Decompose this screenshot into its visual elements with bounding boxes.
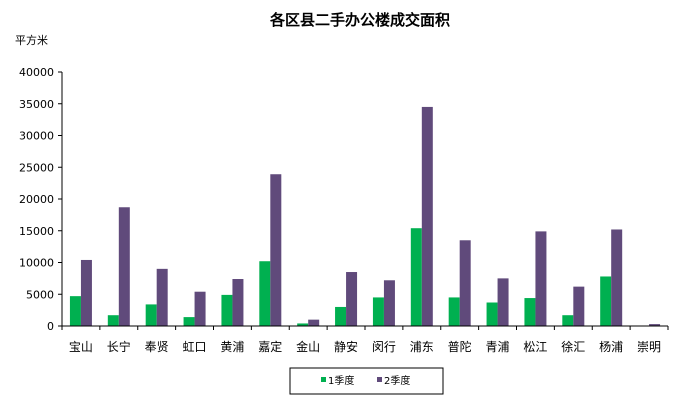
- legend-swatch-1: [321, 377, 326, 382]
- bar-1-4: [221, 294, 233, 326]
- y-tick-label: 40000: [19, 66, 54, 79]
- legend: 1季度 2季度: [289, 367, 444, 395]
- bar-2-4: [232, 279, 244, 326]
- y-tick-label: 25000: [19, 161, 54, 174]
- x-tick-label: 杨浦: [599, 339, 623, 354]
- legend-label-1: 1季度: [328, 374, 354, 387]
- y-tick-label: 5000: [26, 288, 54, 301]
- x-tick-label: 宝山: [69, 340, 93, 354]
- x-tick-label: 黄浦: [220, 340, 244, 354]
- bar-1-11: [486, 302, 498, 326]
- legend-box: [289, 367, 444, 395]
- bar-1-2: [145, 304, 157, 326]
- bar-1-13: [562, 315, 574, 326]
- x-tick-label: 松江: [523, 340, 547, 354]
- x-tick-label: 嘉定: [258, 339, 282, 354]
- bar-2-3: [194, 291, 206, 326]
- bar-2-12: [535, 231, 547, 326]
- chart-title: 各区县二手办公楼成交面积: [269, 11, 450, 29]
- bar-1-6: [297, 323, 309, 326]
- bar-2-2: [156, 268, 168, 326]
- bar-1-12: [524, 298, 536, 326]
- x-tick-label: 奉贤: [145, 340, 169, 354]
- x-tick-label: 徐汇: [561, 339, 585, 354]
- bar-1-9: [410, 228, 422, 326]
- bars: [69, 106, 661, 326]
- y-tick-label: 10000: [19, 257, 54, 270]
- x-axis-ticks: 宝山 长宁 奉贤 虹口 黄浦 嘉定 金山 静安 闵行 浦东 普陀 青浦 松江 徐汇 杨浦 崇明: [61, 326, 669, 354]
- bar-2-8: [383, 280, 395, 326]
- bar-2-1: [118, 207, 130, 326]
- bar-2-15: [649, 324, 661, 326]
- y-tick-label: 20000: [19, 193, 54, 206]
- legend-label-2: 2季度: [384, 374, 410, 387]
- bar-2-10: [459, 240, 471, 326]
- bar-1-1: [107, 315, 119, 326]
- bar-1-14: [600, 276, 612, 326]
- x-tick-label: 金山: [296, 339, 320, 354]
- x-tick-label: 浦东: [410, 340, 434, 354]
- bar-2-7: [346, 272, 358, 326]
- y-axis-ticks: 0 5000 10000 15000 20000 25000 30000 35000 40000: [19, 66, 62, 333]
- y-tick-label: 30000: [19, 130, 54, 143]
- bar-2-11: [497, 278, 509, 326]
- bar-2-14: [611, 229, 623, 326]
- bar-1-3: [183, 317, 195, 326]
- x-tick-label: 青浦: [486, 340, 510, 354]
- x-tick-label: 虹口: [183, 340, 207, 354]
- y-tick-label: 35000: [19, 98, 54, 111]
- legend-swatch-2: [377, 377, 382, 382]
- bar-2-9: [421, 106, 433, 326]
- y-axis-label: 平方米: [15, 33, 48, 47]
- bar-2-13: [573, 286, 585, 326]
- bar-1-10: [448, 297, 460, 326]
- bar-1-5: [259, 261, 271, 326]
- x-tick-label: 闵行: [372, 339, 396, 354]
- bar-1-8: [372, 297, 384, 326]
- bar-2-5: [270, 174, 282, 326]
- x-tick-label: 静安: [334, 339, 358, 354]
- x-tick-label: 普陀: [448, 339, 472, 354]
- bar-1-7: [335, 306, 347, 326]
- y-tick-label: 0: [47, 320, 54, 333]
- bar-2-0: [80, 259, 92, 326]
- bar-2-6: [308, 319, 320, 326]
- y-tick-label: 15000: [19, 225, 54, 238]
- bar-1-0: [69, 296, 81, 326]
- x-tick-label: 长宁: [107, 339, 131, 354]
- x-tick-label: 崇明: [637, 340, 661, 354]
